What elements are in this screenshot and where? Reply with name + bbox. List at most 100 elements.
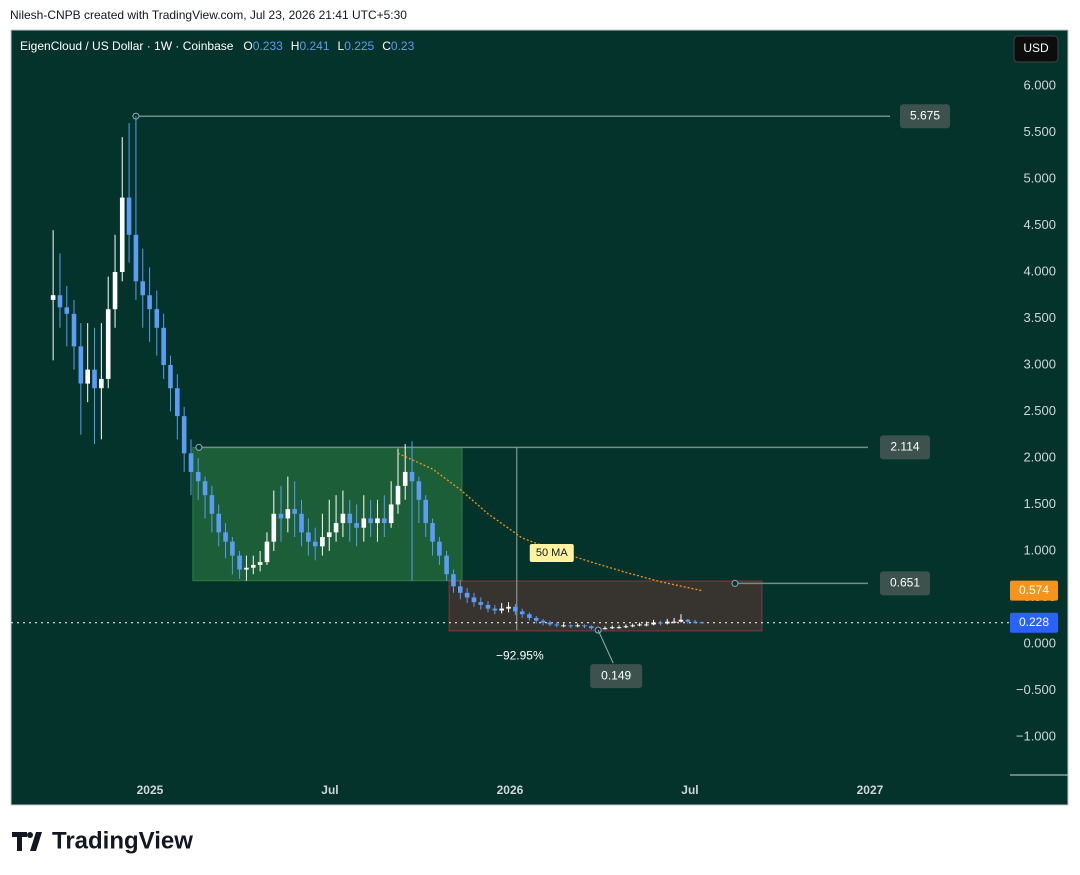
candle-body (547, 622, 553, 625)
candle-body (320, 537, 325, 547)
candle-body (361, 518, 367, 528)
candle-body (306, 532, 311, 542)
candle-body (92, 369, 97, 389)
attribution: Nilesh-CNPB created with TradingView.com… (10, 8, 407, 22)
candle-body (616, 627, 622, 629)
candle-body (105, 309, 111, 379)
candle-body (188, 453, 194, 472)
candle-body (575, 625, 580, 627)
y-tick-label: 0.000 (1023, 635, 1056, 650)
line-anchor (195, 443, 203, 451)
candle-body (264, 541, 270, 563)
currency[interactable]: USD (1023, 41, 1049, 55)
line-label: 0.651 (890, 576, 920, 590)
chart-background (10, 29, 1069, 806)
symbol-title: EigenCloud / US Dollar · 1W · Coinbase (20, 39, 234, 53)
candle-body (71, 313, 77, 347)
candle-body (658, 622, 663, 624)
candle-body (78, 346, 84, 384)
candle-body (278, 513, 284, 519)
candle-body (133, 234, 139, 282)
candle-body (312, 541, 318, 547)
candle-body (216, 513, 222, 533)
candle-body (602, 628, 608, 630)
candle-body (223, 532, 228, 542)
candle-body (630, 625, 636, 627)
candle-body (333, 523, 339, 533)
candle-body (478, 602, 484, 605)
low-label: 0.149 (601, 668, 631, 682)
candle-body (209, 495, 215, 514)
candle-body (382, 518, 387, 524)
candle-body (685, 619, 691, 622)
logo-dot (27, 832, 33, 838)
x-tick-label: 2027 (857, 783, 884, 797)
candle-body (437, 541, 442, 556)
candle-body (678, 619, 684, 622)
candle-body (375, 518, 380, 524)
candle-body (292, 509, 297, 514)
candle-body (423, 499, 429, 524)
candle-body (444, 555, 449, 575)
candle-body (506, 606, 511, 609)
y-tick-label: 4.000 (1023, 263, 1056, 278)
line-label: 5.675 (910, 108, 940, 122)
candle-body (451, 574, 456, 587)
candle-body (395, 485, 401, 505)
candle-body (664, 621, 670, 624)
y-tick-label: 1.000 (1023, 542, 1056, 557)
y-tick-label: 3.000 (1023, 356, 1056, 371)
candle-body (533, 617, 539, 621)
candle-body (402, 471, 408, 486)
ohlc-value: 0.225 (344, 39, 374, 53)
ohlc-key: H (291, 39, 300, 53)
candle-body (250, 564, 256, 568)
candle-body (368, 518, 373, 524)
candle-body (340, 513, 346, 524)
candle-body (347, 513, 353, 524)
line-anchor (731, 579, 739, 587)
ohlc-key: C (382, 39, 391, 53)
candle-body (416, 481, 422, 500)
candle-body (175, 388, 180, 417)
y-tick-label: 3.500 (1023, 310, 1056, 325)
ma-price-box (1010, 580, 1058, 601)
x-tick-label: 2026 (497, 783, 524, 797)
currency-button[interactable] (1013, 35, 1059, 63)
candle-body (161, 327, 166, 365)
candle-body (499, 608, 504, 611)
candle-body (244, 567, 249, 570)
candle-body (326, 532, 332, 538)
candle-body (692, 621, 698, 623)
candle-body (99, 378, 104, 389)
y-tick-label: −1.000 (1016, 728, 1056, 743)
last-price-label: 0.228 (1019, 615, 1049, 629)
candle-body (457, 586, 463, 593)
last-price-box (1010, 612, 1058, 633)
line-label: 2.114 (890, 440, 919, 454)
ma-label: 50 MA (536, 547, 568, 559)
y-tick-label: 1.500 (1023, 496, 1056, 511)
candle-body (195, 471, 201, 482)
zone (192, 446, 463, 582)
logo-mark (12, 832, 42, 851)
ohlc-value: 0.233 (253, 39, 283, 53)
candle-body (57, 295, 63, 308)
candle-body (237, 555, 242, 570)
candle-body (561, 625, 566, 627)
candle-body (554, 624, 560, 626)
y-tick-label: 5.500 (1023, 124, 1056, 139)
candle-body (230, 541, 235, 556)
candle-body (140, 281, 146, 296)
candle-body (568, 625, 574, 627)
candle-body (202, 481, 208, 496)
candle-body (485, 604, 491, 609)
candle-body (609, 627, 615, 629)
x-tick-label: Jul (681, 783, 698, 797)
x-tick-label: 2025 (137, 783, 164, 797)
low-label-box (590, 664, 643, 689)
candle-body (409, 471, 415, 482)
candle-body (637, 624, 642, 626)
